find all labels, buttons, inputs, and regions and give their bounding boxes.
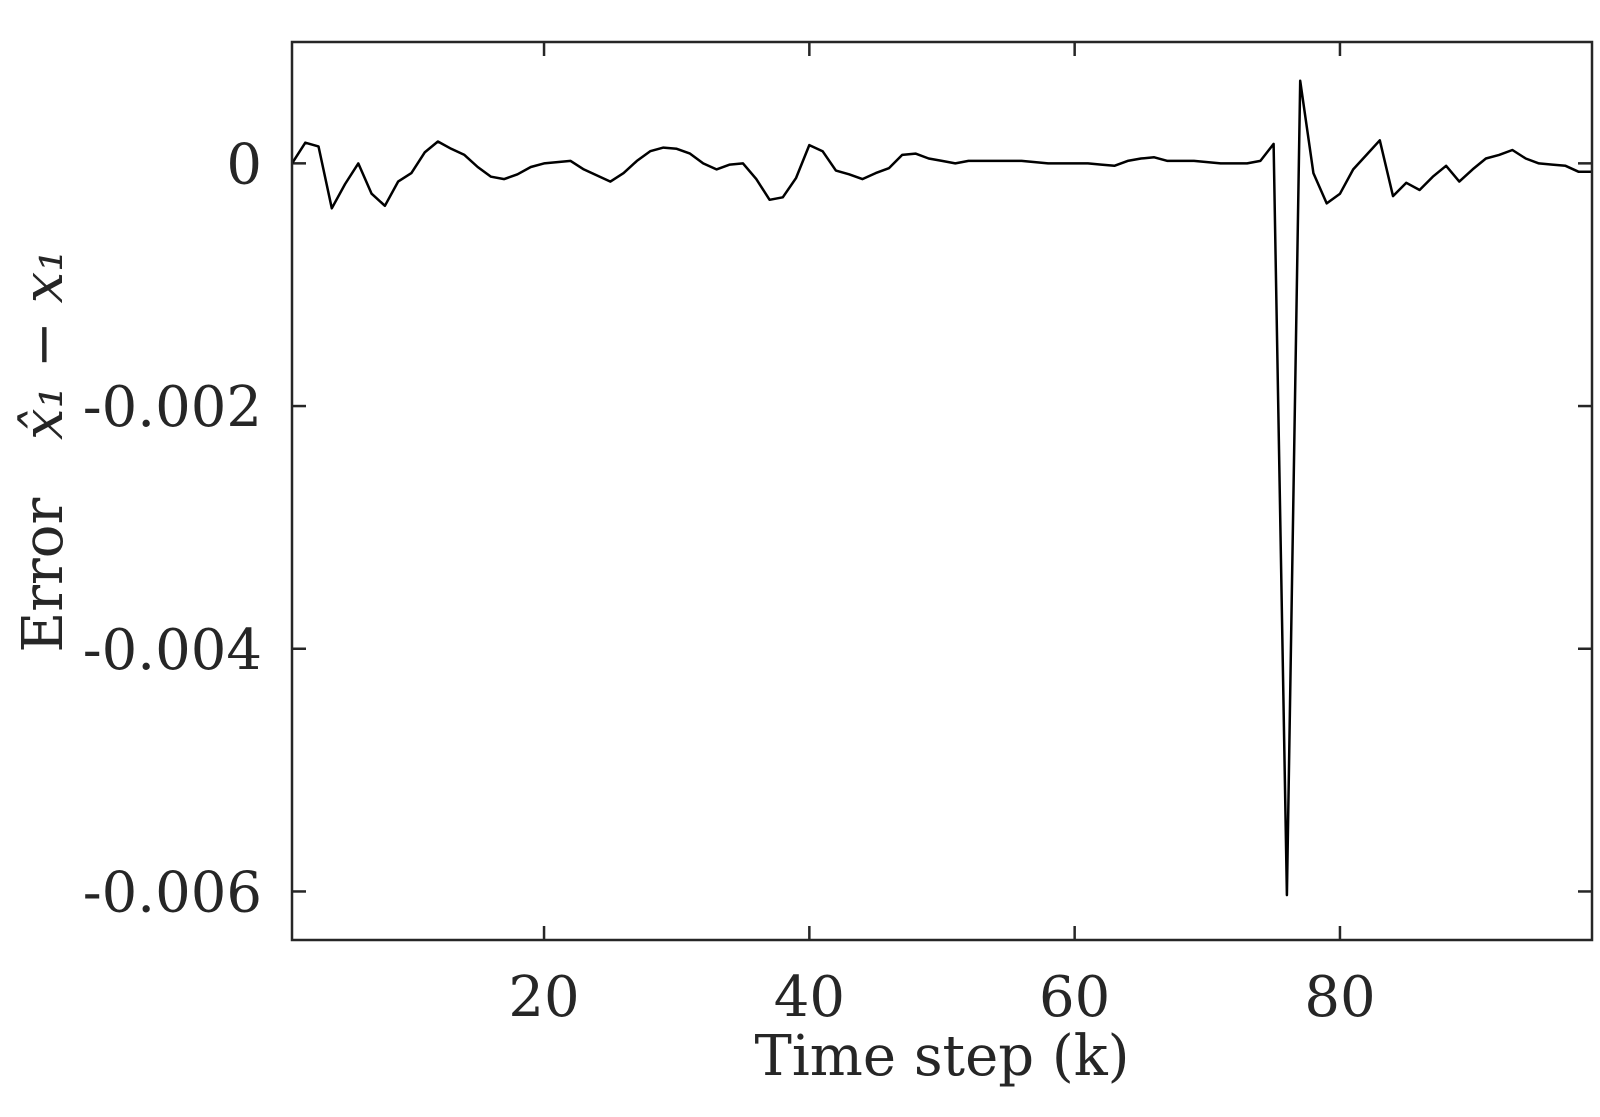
error-series-line <box>290 79 1592 897</box>
y-tick-label: -0.006 <box>83 860 262 925</box>
y-tick-label: -0.004 <box>83 618 262 683</box>
y-axis-label-prefix: Error <box>11 498 76 653</box>
y-tick-label: 0 <box>226 132 262 197</box>
x-tick-label: 60 <box>1039 965 1110 1030</box>
x-tick-label: 80 <box>1304 965 1375 1030</box>
x-tick-label: 40 <box>774 965 845 1030</box>
plot-frame <box>290 40 1594 942</box>
x-tick-label: 20 <box>508 965 579 1030</box>
y-axis-label: Error x̂₁ − x₁ <box>11 249 76 652</box>
x-axis-label: Time step (k) <box>755 1024 1130 1089</box>
labels-layer: Time step (k) Error x̂₁ − x₁ <box>11 249 1129 1089</box>
series-layer <box>290 79 1592 897</box>
y-axis-label-math: x̂₁ − x₁ <box>11 249 76 440</box>
y-tick-label: -0.002 <box>83 375 262 440</box>
ticks-layer: 20 40 60 80 0 -0.002 -0.004 -0.006 <box>83 42 1592 1030</box>
